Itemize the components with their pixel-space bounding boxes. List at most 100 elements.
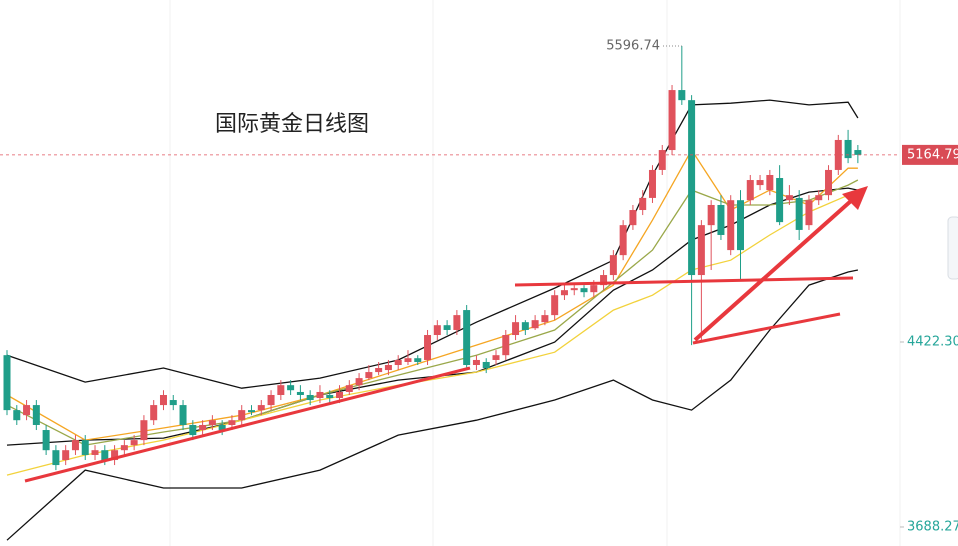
candle-body xyxy=(531,320,539,329)
candle-body xyxy=(590,285,598,293)
candle-body xyxy=(13,410,21,421)
candle-body xyxy=(492,355,500,360)
side-panel-toggle[interactable] xyxy=(947,216,958,280)
candle-body xyxy=(551,295,559,316)
resistance-line xyxy=(514,276,854,287)
candle-body xyxy=(120,445,128,451)
candle-body xyxy=(365,372,373,379)
candle-body xyxy=(394,359,402,366)
candle-body xyxy=(42,430,50,451)
candle-body xyxy=(443,325,451,330)
candle-body xyxy=(727,200,735,251)
max-price-label: 5596.74 xyxy=(606,39,660,54)
candle-body xyxy=(776,178,784,223)
candle-body xyxy=(159,394,167,406)
candle-body xyxy=(306,394,314,401)
candle-body xyxy=(717,204,725,235)
candle-body xyxy=(326,394,334,399)
candle-body xyxy=(150,405,158,421)
candle-body xyxy=(23,405,31,416)
candle-body xyxy=(472,359,480,366)
candle-body xyxy=(453,315,461,330)
candle-body xyxy=(834,139,842,170)
candle-body xyxy=(737,200,744,251)
candle-body xyxy=(560,290,568,296)
candle-body xyxy=(766,174,774,191)
candle-body xyxy=(521,322,529,330)
candle-body xyxy=(296,391,304,395)
candle-body xyxy=(629,210,637,226)
candle-body xyxy=(844,139,852,159)
candle-body xyxy=(375,368,383,373)
candle-body xyxy=(179,405,187,425)
candle-body xyxy=(208,420,216,425)
candle-body xyxy=(815,195,823,201)
candle-body xyxy=(111,450,119,461)
last-price-label: 5164.79 xyxy=(907,147,958,162)
candle-body xyxy=(609,255,617,276)
candle-body xyxy=(707,204,715,226)
candle-body xyxy=(639,197,647,211)
candle-body xyxy=(62,450,70,461)
candle-body xyxy=(336,391,344,399)
candle-body xyxy=(277,385,285,395)
candle-body xyxy=(512,322,520,336)
candle-body xyxy=(805,200,813,226)
candle-body xyxy=(140,420,148,441)
candle-body xyxy=(81,440,89,455)
y-tick-label: 4422.30 xyxy=(907,334,958,349)
candle-body xyxy=(130,440,138,446)
candle-body xyxy=(756,180,764,186)
candle-body xyxy=(52,450,60,466)
candle-body xyxy=(316,391,324,399)
candle-body xyxy=(424,335,432,360)
candle-body xyxy=(785,195,793,201)
candle-body xyxy=(746,180,754,201)
candle-body xyxy=(345,385,353,392)
candle-body xyxy=(580,288,588,293)
candle-body xyxy=(404,358,412,362)
arrow-head xyxy=(842,186,868,210)
candle-body xyxy=(32,405,40,425)
last-price-tag xyxy=(902,144,958,165)
candle-body xyxy=(795,197,803,230)
candle-body xyxy=(3,355,11,411)
candle-body xyxy=(101,450,109,461)
candle-body xyxy=(248,410,255,413)
trend-line xyxy=(692,312,841,345)
candle-body xyxy=(648,169,656,198)
candle-body xyxy=(668,90,676,151)
indicator-line xyxy=(6,269,859,541)
candle-body xyxy=(697,225,705,276)
candle-body xyxy=(825,169,833,196)
candle-body xyxy=(71,440,79,451)
candle-body xyxy=(570,288,578,291)
candle-body xyxy=(854,150,862,155)
candle-body xyxy=(287,385,295,391)
chart-title: 国际黄金日线图 xyxy=(215,112,369,137)
candle-body xyxy=(463,310,471,366)
annotations xyxy=(24,186,868,483)
indicator-line xyxy=(6,148,858,441)
plot-area xyxy=(0,45,900,541)
candle-body xyxy=(91,450,99,455)
candle-body xyxy=(169,400,177,406)
candle-body xyxy=(189,424,197,436)
trend-line xyxy=(24,366,471,483)
arrow-shaft xyxy=(693,198,854,342)
candle-body xyxy=(257,405,265,411)
candle-body xyxy=(502,335,510,356)
candle-body xyxy=(267,394,275,406)
candle-body xyxy=(678,90,686,101)
candle-body xyxy=(414,358,422,362)
candle-body xyxy=(228,420,236,425)
candle-body xyxy=(433,325,441,336)
candle-body xyxy=(384,365,392,371)
candle-body xyxy=(619,225,627,256)
candle-body xyxy=(218,424,226,431)
candle-body xyxy=(541,315,549,323)
candle-body xyxy=(658,150,666,170)
candle-body xyxy=(688,100,696,276)
